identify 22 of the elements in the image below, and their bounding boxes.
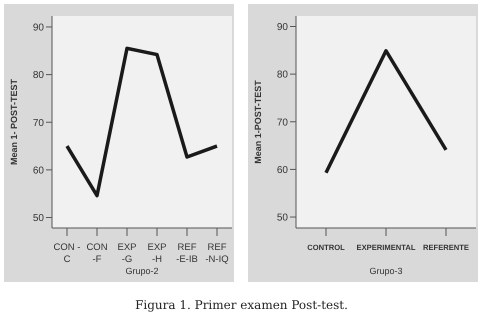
x-tick-label: CON - C: [54, 242, 80, 265]
y-tick-label: 70: [32, 118, 44, 129]
x-tick-label: REF -E-IB: [176, 242, 198, 265]
x-tick-label: EXP -G: [117, 242, 137, 265]
text: Figura 1. Primer examen Post-test.: [134, 298, 349, 312]
y-tick-label: 50: [32, 213, 44, 224]
y-tick-label: 60: [276, 164, 288, 176]
x-tick-label: REF -N-IQ: [205, 242, 229, 265]
x-tick-label: CON -F: [86, 242, 108, 265]
y-tick-label: 80: [32, 70, 44, 82]
x-axis-title: Grupo-2: [125, 266, 159, 276]
line-series: [65, 46, 219, 198]
y-tick-label: 80: [276, 70, 288, 81]
y-tick-label: 70: [276, 117, 288, 128]
y-tick-label: 60: [32, 165, 44, 176]
y-tick-label: 90: [276, 22, 288, 34]
x-axis-title: Grupo-3: [369, 266, 403, 276]
y-tick-label: 90: [32, 22, 44, 34]
y-axis-title: Mean 1-POST-TEST: [253, 80, 264, 164]
x-tick-label: EXP -H: [147, 242, 167, 265]
y-axis-title: Mean 1- POST-TEST: [9, 78, 20, 166]
y-tick-label: 50: [276, 212, 288, 224]
